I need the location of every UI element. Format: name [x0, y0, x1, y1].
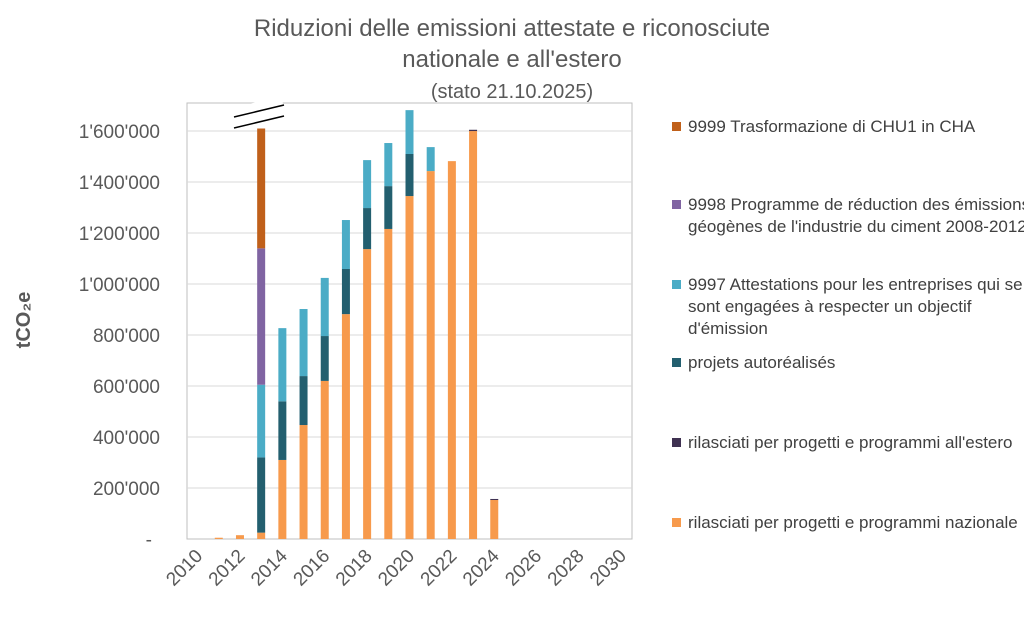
legend-label: 9997 Attestations pour les entreprises q… — [688, 275, 1023, 338]
legend-label: 9999 Trasformazione di CHU1 in CHA — [688, 117, 976, 136]
x-tick-label: 2018 — [332, 546, 377, 591]
chart-subtitle: (stato 21.10.2025) — [431, 81, 593, 103]
x-tick-label: 2030 — [586, 546, 631, 591]
bar-segment — [363, 160, 372, 209]
bar-segment — [426, 171, 435, 539]
legend-swatch — [672, 280, 681, 289]
y-tick-label: 400'000 — [93, 428, 160, 449]
bar-segment — [469, 129, 478, 132]
bar-segment — [384, 228, 393, 539]
bar-segment — [469, 131, 478, 539]
x-tick-label: 2014 — [247, 545, 292, 590]
bar-segment — [490, 498, 499, 500]
chart-title: Riduzioni delle emissioni attestate e ri… — [254, 15, 770, 42]
y-tick-label: - — [146, 530, 152, 551]
bar-segment — [214, 537, 223, 539]
x-tick-label: 2012 — [205, 546, 250, 591]
bar-segment — [341, 268, 350, 315]
bar-segment — [299, 376, 308, 426]
legend-label: rilasciati per progetti e programmi nazi… — [688, 513, 1018, 532]
bar-segment — [320, 380, 329, 539]
axis-break — [230, 95, 286, 129]
y-tick-label: 800'000 — [93, 326, 160, 347]
bar-segment — [490, 499, 499, 539]
legend-swatch — [672, 518, 681, 527]
bar-segment — [257, 532, 266, 539]
legend-entry: projets autoréalisés — [672, 352, 1024, 374]
x-tick-label: 2020 — [374, 546, 419, 591]
bar-segment — [384, 186, 393, 229]
chart-title: nationale e all'estero — [402, 46, 621, 73]
bar-segment — [363, 249, 372, 539]
y-tick-label: 1'400'000 — [79, 173, 160, 194]
legend-label: rilasciati per progetti e programmi all'… — [688, 433, 1013, 452]
bar-segment — [405, 110, 414, 154]
bar-segment — [278, 459, 287, 539]
y-tick-label: 1'600'000 — [79, 122, 160, 143]
bar-segment — [320, 277, 329, 337]
bar-segment — [320, 336, 329, 381]
bar-segment — [235, 535, 244, 539]
bar-segment — [299, 425, 308, 539]
legend-swatch — [672, 438, 681, 447]
legend-swatch — [672, 122, 681, 131]
x-tick-label: 2026 — [501, 546, 546, 591]
legend-entry: rilasciati per progetti e programmi all'… — [672, 432, 1024, 454]
bar-segment — [341, 314, 350, 539]
bar-segment — [257, 128, 266, 249]
bar-segment — [447, 161, 456, 539]
y-tick-label: 600'000 — [93, 377, 160, 398]
x-tick-label: 2022 — [417, 546, 462, 591]
bar-segment — [384, 143, 393, 187]
bar-segment — [405, 196, 414, 539]
legend-entry: rilasciati per progetti e programmi nazi… — [672, 512, 1024, 534]
bar-segment — [278, 328, 287, 402]
x-tick-label: 2024 — [459, 545, 504, 590]
legend-entry: 9998 Programme de réduction des émission… — [672, 194, 1024, 238]
x-tick-label: 2016 — [290, 546, 335, 591]
bar-segment — [405, 153, 414, 197]
bar-segment — [257, 248, 266, 385]
bar-segment — [257, 384, 266, 458]
bar-segment — [299, 309, 308, 377]
y-tick-label: 1'000'000 — [79, 275, 160, 296]
legend-label: projets autoréalisés — [688, 353, 836, 372]
x-tick-label: 2010 — [162, 546, 207, 591]
y-tick-label: 1'200'000 — [79, 224, 160, 245]
legend-swatch — [672, 200, 681, 209]
bar-segment — [278, 401, 287, 460]
legend-entry: 9999 Trasformazione di CHU1 in CHA — [672, 116, 1024, 138]
y-tick-label: 200'000 — [93, 479, 160, 500]
bar-segment — [257, 457, 266, 533]
legend-label: 9998 Programme de réduction des émission… — [688, 195, 1024, 236]
x-tick-label: 2028 — [544, 546, 589, 591]
bar-segment — [426, 147, 435, 172]
legend-swatch — [672, 358, 681, 367]
y-axis-label: tCO₂e — [13, 292, 35, 349]
bar-segment — [363, 208, 372, 250]
legend-entry: 9997 Attestations pour les entreprises q… — [672, 274, 1024, 340]
bar-segment — [341, 220, 350, 269]
